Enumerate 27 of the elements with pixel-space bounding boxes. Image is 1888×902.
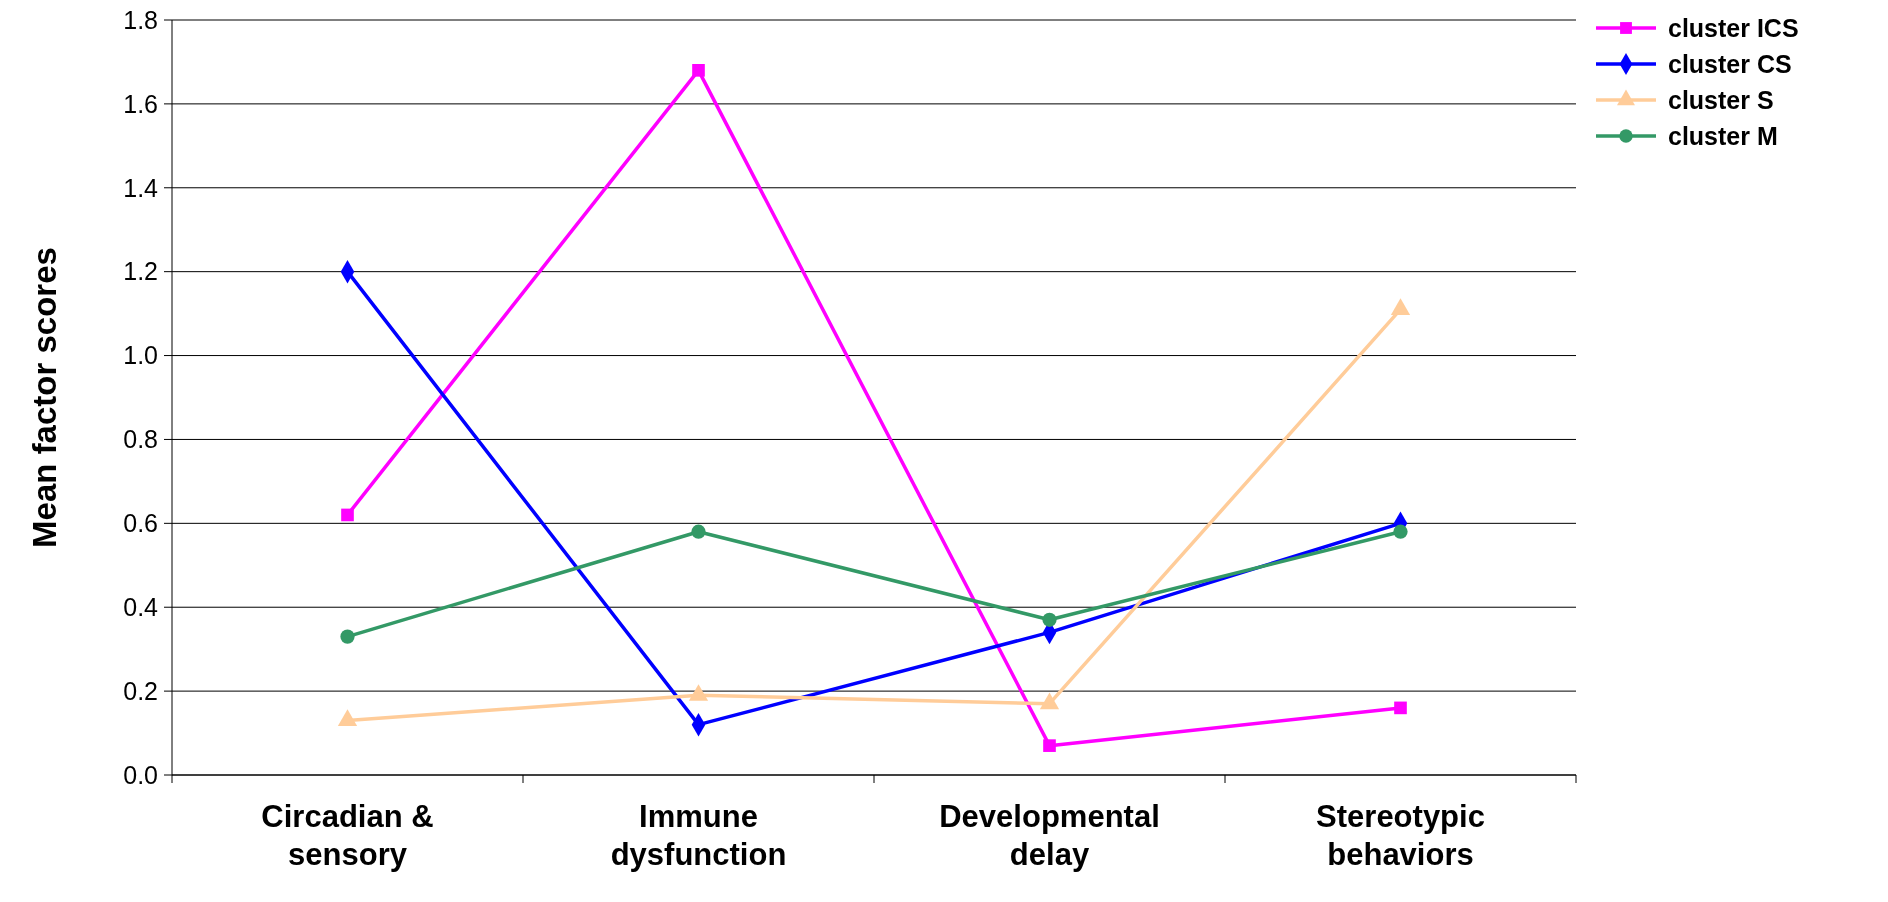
y-tick-label: 0.8 bbox=[123, 425, 158, 454]
y-tick-label: 1.0 bbox=[123, 341, 158, 370]
point bbox=[1393, 524, 1408, 539]
point bbox=[1042, 612, 1057, 627]
x-tick-label: Circadian & sensory bbox=[261, 799, 434, 872]
legend-label: cluster S bbox=[1668, 85, 1774, 114]
y-tick-label: 0.6 bbox=[123, 509, 158, 538]
x-tick-label: Developmental delay bbox=[939, 799, 1160, 872]
y-tick-label: 0.2 bbox=[123, 676, 158, 705]
y-axis-title: Mean factor scores bbox=[26, 247, 63, 548]
y-tick-label: 0.0 bbox=[123, 760, 158, 789]
y-tick-label: 0.4 bbox=[123, 592, 159, 621]
y-tick-label: 1.4 bbox=[123, 173, 159, 202]
point bbox=[340, 629, 355, 644]
point bbox=[692, 64, 705, 77]
y-tick-label: 1.2 bbox=[123, 257, 158, 286]
y-tick-label: 1.8 bbox=[123, 5, 158, 34]
legend-label: cluster M bbox=[1668, 121, 1778, 150]
point bbox=[691, 524, 706, 539]
point bbox=[341, 508, 354, 522]
point bbox=[1043, 739, 1056, 752]
legend-label: cluster ICS bbox=[1668, 13, 1799, 42]
point bbox=[1394, 701, 1407, 715]
legend-label: cluster CS bbox=[1668, 49, 1792, 78]
y-tick-label: 1.6 bbox=[123, 89, 158, 118]
x-tick-label: Stereotypic behaviors bbox=[1316, 799, 1485, 872]
x-tick-label: Immune dysfunction bbox=[610, 799, 787, 872]
